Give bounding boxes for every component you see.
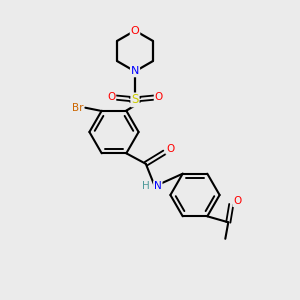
Text: N: N bbox=[154, 181, 162, 191]
Text: Br: Br bbox=[72, 103, 83, 113]
Text: O: O bbox=[166, 144, 175, 154]
Text: O: O bbox=[130, 26, 140, 36]
Text: O: O bbox=[107, 92, 116, 103]
Text: O: O bbox=[154, 92, 163, 103]
Text: H: H bbox=[142, 181, 150, 191]
Text: S: S bbox=[131, 93, 139, 106]
Text: O: O bbox=[233, 196, 242, 206]
Text: N: N bbox=[131, 66, 139, 76]
